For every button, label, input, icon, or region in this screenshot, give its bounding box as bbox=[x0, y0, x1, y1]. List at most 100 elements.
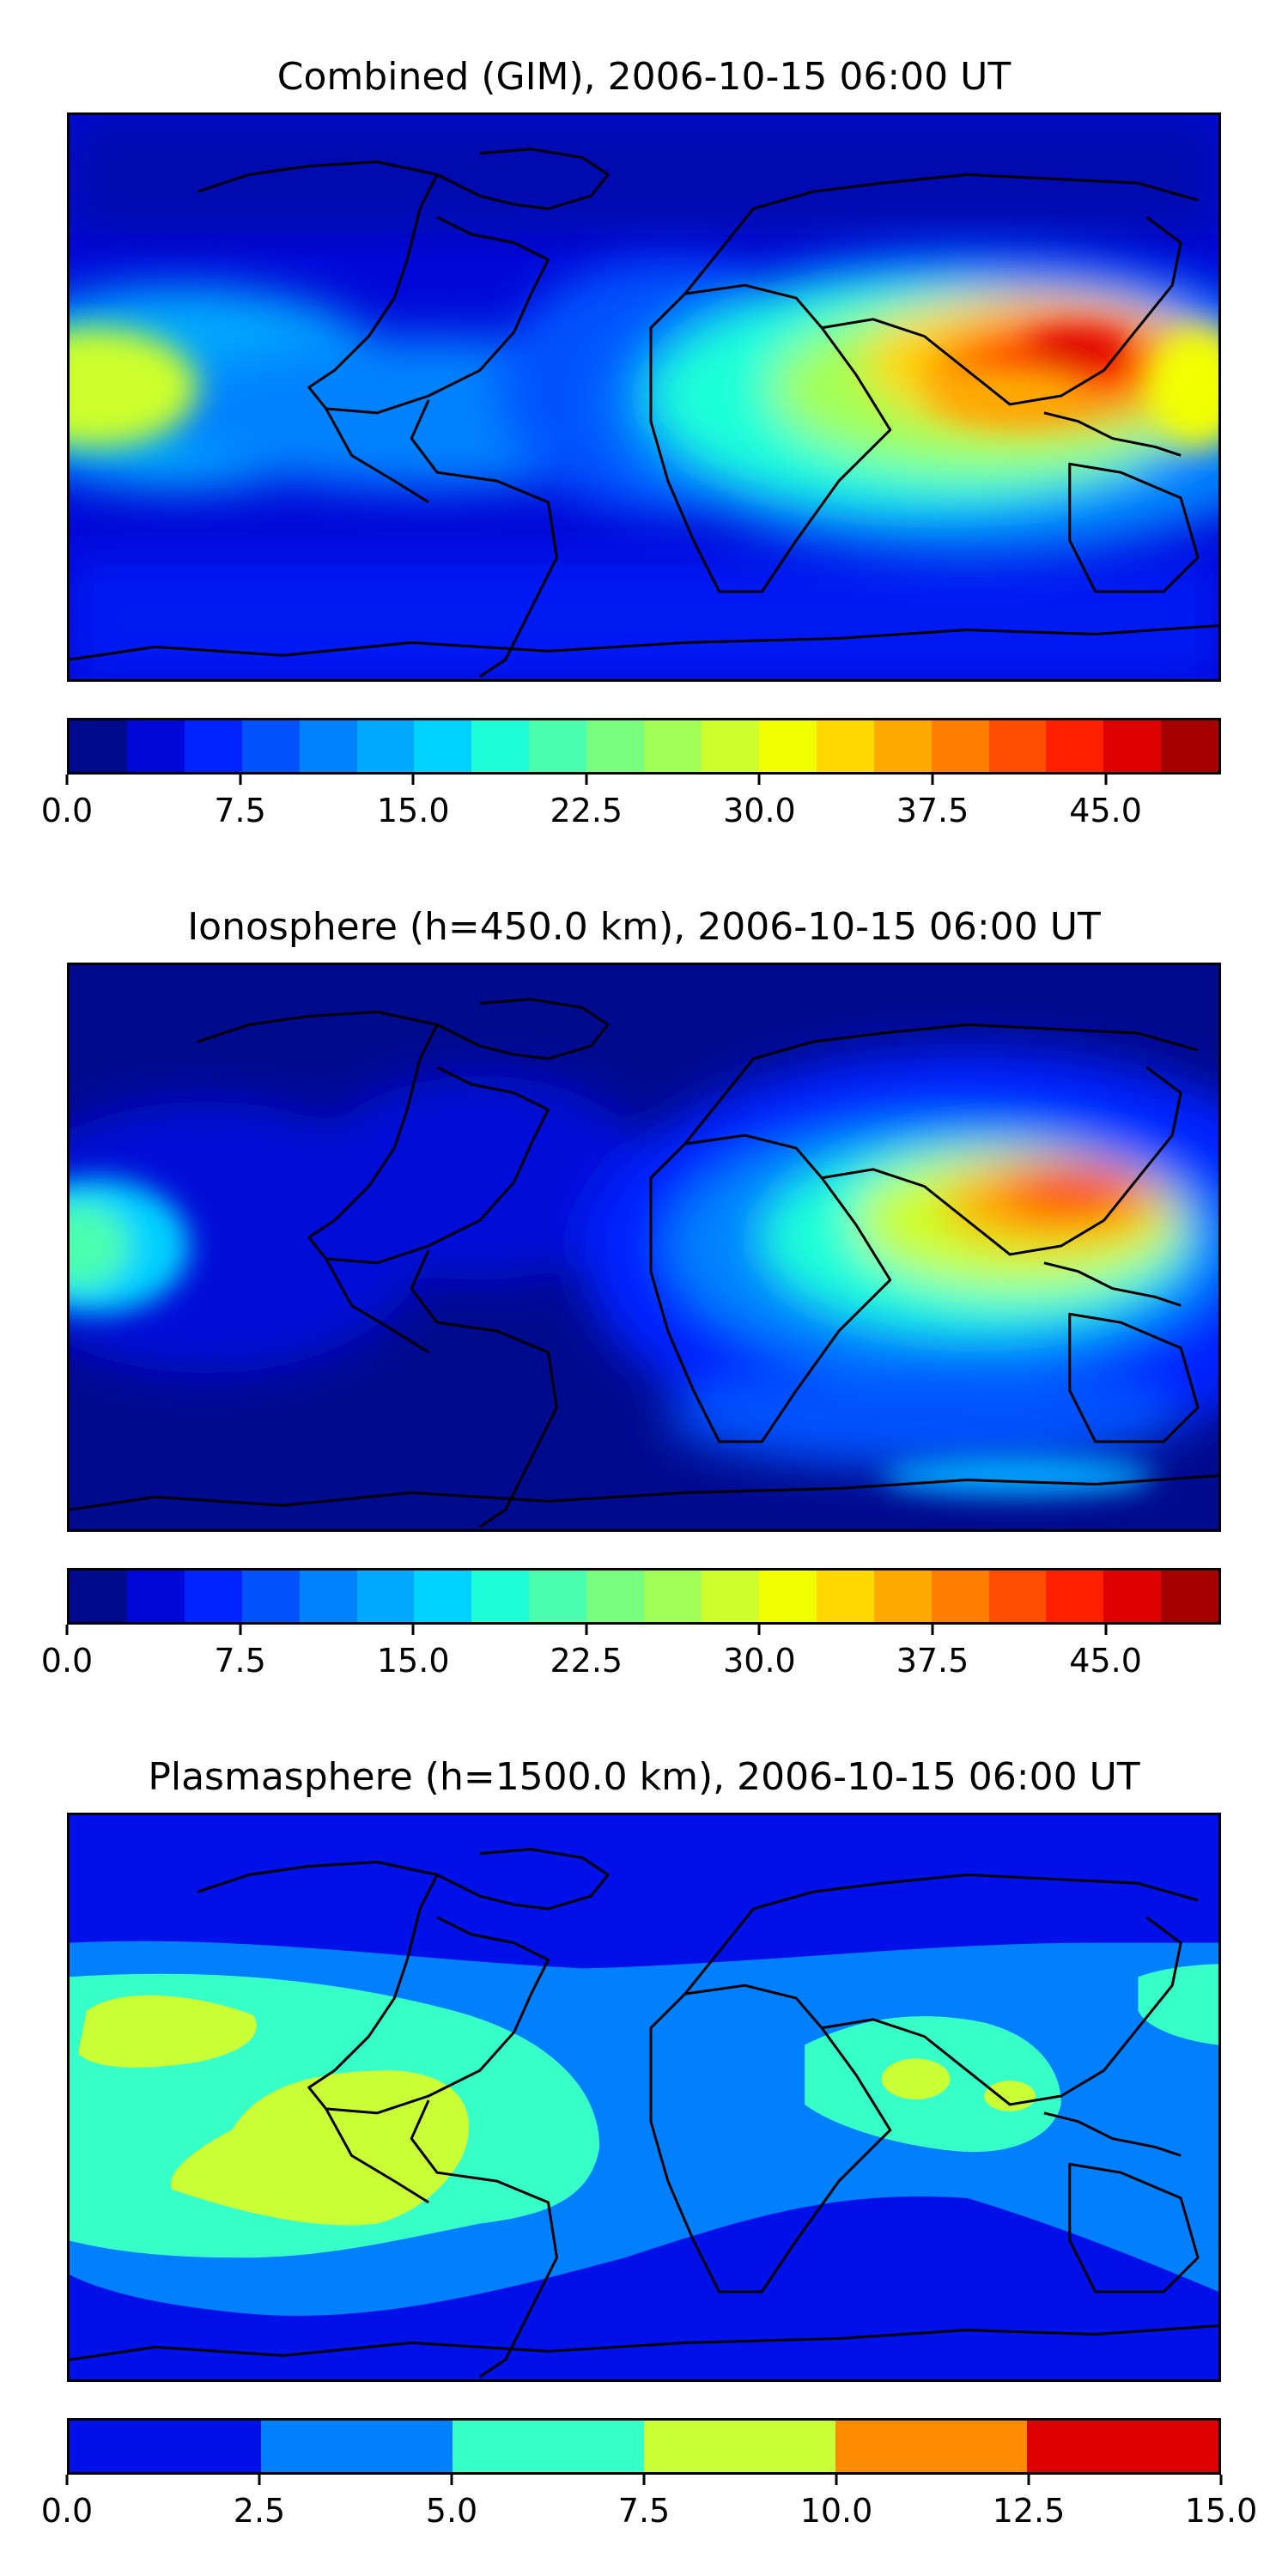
tec-map-plasmasphere bbox=[67, 1813, 1221, 2382]
colorbar-segment bbox=[758, 720, 817, 772]
colorbar-tick-label: 0.0 bbox=[40, 2492, 94, 2530]
colorbar-tick-label: 2.5 bbox=[233, 2492, 286, 2530]
colorbar-segment bbox=[126, 1571, 185, 1622]
colorbar-tick bbox=[642, 2475, 646, 2485]
colorbar-segment bbox=[356, 1571, 415, 1622]
colorbar-segment bbox=[835, 2421, 1027, 2472]
map-svg bbox=[70, 965, 1218, 1529]
colorbar-segment bbox=[701, 1571, 759, 1622]
colorbar-segment bbox=[586, 1571, 645, 1622]
colorbar-segment bbox=[1161, 1571, 1218, 1622]
colorbar-tick-label: 30.0 bbox=[723, 1642, 796, 1680]
colorbar-segment bbox=[529, 1571, 587, 1622]
colorbar-tick bbox=[258, 2475, 261, 2485]
colorbar-segment bbox=[299, 1571, 357, 1622]
colorbar-tick bbox=[931, 775, 934, 785]
colorbar-tick-label: 5.0 bbox=[425, 2492, 478, 2530]
colorbar-segment bbox=[988, 720, 1047, 772]
colorbar-segment bbox=[126, 720, 185, 772]
map-svg bbox=[70, 115, 1218, 679]
colorbar-tick bbox=[411, 1625, 415, 1635]
colorbar-segment bbox=[988, 1571, 1047, 1622]
colorbar-segment bbox=[184, 1571, 242, 1622]
colorbar-tick-label: 7.5 bbox=[214, 1642, 266, 1680]
colorbar-tick-label: 30.0 bbox=[723, 792, 796, 829]
colorbar-tick bbox=[239, 775, 242, 785]
colorbar-tick bbox=[239, 1625, 242, 1635]
colorbar-tick bbox=[1104, 1625, 1108, 1635]
colorbar-tick-label: 12.5 bbox=[992, 2492, 1066, 2530]
map-svg bbox=[70, 1815, 1218, 2379]
colorbar-tick bbox=[1027, 2475, 1030, 2485]
colorbar-tick bbox=[757, 1625, 761, 1635]
colorbar-tick-label: 45.0 bbox=[1069, 1642, 1142, 1680]
colorbar-segment bbox=[471, 1571, 530, 1622]
colorbar-segment bbox=[70, 2421, 261, 2472]
colorbar-tick bbox=[65, 2475, 69, 2485]
chart-title: Plasmasphere (h=1500.0 km), 2006-10-15 0… bbox=[148, 1755, 1140, 1799]
colorbar-segment bbox=[1103, 1571, 1162, 1622]
colorbar-segment bbox=[644, 2421, 835, 2472]
colorbar-tick-label: 0.0 bbox=[40, 1642, 94, 1680]
colorbar-tick-label: 7.5 bbox=[617, 2492, 671, 2530]
colorbar-tick-label: 22.5 bbox=[550, 792, 623, 829]
colorbar-tick-label: 15.0 bbox=[376, 1642, 450, 1680]
colorbar-tick-label: 10.0 bbox=[799, 2492, 873, 2530]
colorbar-ticks-combined: 0.0 7.5 15.0 22.5 30.0 37.5 45.0 bbox=[41, 775, 1221, 829]
colorbar-tick bbox=[1219, 2475, 1223, 2485]
heat-field bbox=[70, 115, 1218, 679]
colorbar-tick bbox=[835, 2475, 838, 2485]
colorbar-segment bbox=[261, 2421, 453, 2472]
colorbar-combined bbox=[67, 718, 1221, 775]
colorbar-segment bbox=[241, 1571, 300, 1622]
colorbar-segment bbox=[299, 720, 357, 772]
colorbar-tick-label: 37.5 bbox=[896, 792, 969, 829]
colorbar-tick bbox=[931, 1625, 934, 1635]
colorbar-tick bbox=[411, 775, 415, 785]
colorbar-segment bbox=[931, 1571, 989, 1622]
coastlines bbox=[70, 148, 1218, 678]
colorbar-segment bbox=[471, 720, 530, 772]
colorbar-segment bbox=[586, 720, 645, 772]
colorbar-tick bbox=[65, 775, 69, 785]
colorbar-segment bbox=[1161, 720, 1218, 772]
colorbar-tick-label: 7.5 bbox=[214, 792, 266, 829]
colorbar-tick bbox=[585, 1625, 588, 1635]
colorbar-segment bbox=[758, 1571, 817, 1622]
colorbar-ticks-plasmasphere: 0.0 2.5 5.0 7.5 10.0 12.5 15.0 bbox=[41, 2475, 1257, 2530]
colorbar-segment bbox=[701, 720, 759, 772]
chart-title: Ionosphere (h=450.0 km), 2006-10-15 06:0… bbox=[187, 905, 1101, 949]
colorbar-segment bbox=[70, 1571, 127, 1622]
colorbar-tick bbox=[757, 775, 761, 785]
colorbar-tick-label: 15.0 bbox=[1184, 2492, 1258, 2530]
colorbar-segment bbox=[1103, 720, 1162, 772]
colorbar-segment bbox=[873, 1571, 932, 1622]
colorbar-segment bbox=[931, 720, 989, 772]
colorbar-segment bbox=[241, 720, 300, 772]
colorbar-tick-label: 37.5 bbox=[896, 1642, 969, 1680]
colorbar-segment bbox=[529, 720, 587, 772]
colorbar-segment bbox=[70, 720, 127, 772]
colorbar-tick bbox=[450, 2475, 453, 2485]
colorbar-segment bbox=[873, 720, 932, 772]
colorbar-segment bbox=[1046, 1571, 1104, 1622]
heat-field bbox=[70, 1815, 1218, 2379]
colorbar-tick bbox=[65, 1625, 69, 1635]
colorbar-segment bbox=[1046, 720, 1104, 772]
colorbar-tick bbox=[1104, 775, 1108, 785]
colorbar-segment bbox=[1027, 2421, 1218, 2472]
colorbar-segment bbox=[184, 720, 242, 772]
colorbar-tick bbox=[585, 775, 588, 785]
colorbar-segment bbox=[414, 720, 472, 772]
colorbar-plasmasphere bbox=[67, 2418, 1221, 2475]
tec-map-ionosphere bbox=[67, 963, 1221, 1532]
heat-field bbox=[70, 965, 1218, 1529]
colorbar-tick-label: 0.0 bbox=[40, 792, 94, 829]
tec-map-combined bbox=[67, 112, 1221, 682]
colorbar-ticks-ionosphere: 0.0 7.5 15.0 22.5 30.0 37.5 45.0 bbox=[41, 1625, 1221, 1680]
colorbar-tick-label: 22.5 bbox=[550, 1642, 623, 1680]
colorbar-segment bbox=[816, 1571, 874, 1622]
colorbar-ionosphere bbox=[67, 1568, 1221, 1625]
colorbar-tick-label: 45.0 bbox=[1069, 792, 1142, 829]
colorbar-segment bbox=[453, 2421, 644, 2472]
